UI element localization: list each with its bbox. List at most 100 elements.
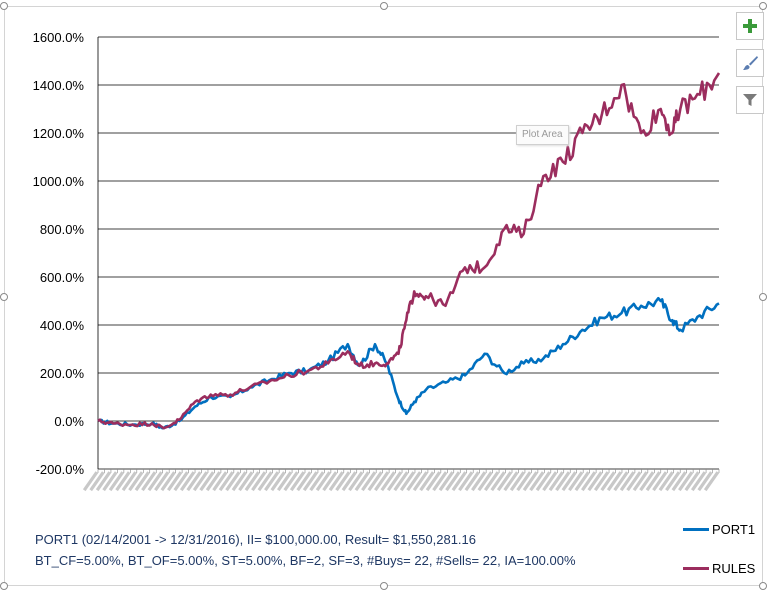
x-tick-label-mark [464,471,480,492]
x-tick-label-mark [309,471,325,492]
resize-handle-top-left[interactable] [0,2,8,10]
x-tick-label-mark [225,471,241,492]
x-axis [82,469,720,492]
legend-label-rules: RULES [712,561,756,576]
backtest-summary: PORT1 (02/14/2001 -> 12/31/2016), II= $1… [35,529,655,571]
x-tick-label-mark [393,471,409,492]
x-tick-label-mark [548,471,564,492]
x-tick-label-mark [179,471,196,492]
summary-line-1: PORT1 (02/14/2001 -> 12/31/2016), II= $1… [35,532,477,547]
x-tick-label-mark [374,471,390,492]
resize-handle-top-right[interactable] [759,2,767,10]
x-tick-label-mark [160,471,176,492]
x-tick-label-mark [458,471,474,492]
x-tick-label-mark [503,471,519,492]
series-line-port1[interactable] [97,296,720,430]
x-tick-label-mark [199,471,215,492]
x-tick-label-mark [535,471,551,492]
y-tick-label: 1600.0% [33,30,85,45]
x-tick-label-mark [412,471,429,492]
x-tick-label-mark [154,471,170,492]
resize-handle-bottom-right[interactable] [759,582,767,590]
resize-handle-bottom-left[interactable] [0,582,8,590]
x-tick-label-mark [108,471,125,492]
resize-handle-middle-right[interactable] [759,293,767,301]
plus-icon [743,19,757,33]
x-tick-label-mark [568,471,584,492]
x-tick-label-mark [451,471,467,492]
y-tick-label: 600.0% [40,270,85,285]
x-tick-label-mark [147,471,163,492]
x-tick-label-mark [270,471,286,492]
x-tick-label-mark [471,471,487,492]
summary-line-2: BT_CF=5.00%, BT_OF=5.00%, ST=5.00%, BF=2… [35,553,576,568]
x-tick-label-mark [128,471,144,492]
x-tick-label-mark [574,471,590,492]
x-tick-label-mark [645,471,661,492]
x-tick-label-mark [328,471,344,492]
x-tick-label-mark [276,471,293,492]
y-tick-label: 800.0% [40,222,85,237]
x-tick-label-mark [167,471,183,492]
x-tick-label-mark [703,471,720,492]
x-tick-label-mark [335,471,351,492]
x-tick-label-mark [425,471,442,492]
resize-handle-bottom-middle[interactable] [380,582,388,590]
x-tick-label-mark [186,471,202,492]
x-tick-label-mark [671,471,687,492]
x-tick-label-mark [690,471,707,492]
legend-swatch-port1 [683,528,709,531]
y-tick-label: -200.0% [36,462,85,477]
add-chart-element-button[interactable] [736,12,764,40]
x-tick-label-mark [516,471,532,492]
x-tick-label-mark [302,471,319,492]
x-tick-label-mark [192,471,209,492]
x-tick-label-mark [348,471,364,492]
plot-area-tooltip: Plot Area [516,125,569,145]
x-tick-label-mark [121,471,137,492]
x-tick-label-mark [134,471,150,492]
legend-item-port1[interactable]: PORT1 [683,522,755,537]
x-tick-label-mark [361,471,377,492]
legend-swatch-rules [683,567,709,570]
x-tick-label-mark [244,471,260,492]
x-tick-label-mark [496,471,513,492]
x-tick-label-mark [684,471,700,492]
x-tick-label-mark [632,471,649,492]
x-tick-label-mark [238,471,254,492]
legend-item-rules[interactable]: RULES [683,561,755,576]
x-tick-label-mark [141,471,157,492]
x-tick-label-mark [483,471,500,492]
x-tick-label-mark [205,471,222,492]
x-tick-label-mark [639,471,655,492]
x-tick-label-mark [561,471,577,492]
x-tick-label-mark [529,471,545,492]
x-tick-label-mark [386,471,403,492]
x-tick-label-mark [283,471,299,492]
series-line-rules[interactable] [97,72,721,430]
x-tick-label-mark [315,471,332,492]
x-tick-label-mark [581,471,597,492]
x-tick-label-mark [212,471,228,492]
chart-filters-button[interactable] [736,86,764,114]
x-tick-label-mark [606,471,623,492]
x-tick-label-mark [296,471,312,492]
x-tick-label-mark [322,471,338,492]
x-tick-label-mark [593,471,610,492]
x-tick-label-mark [406,471,422,492]
x-tick-label-mark [490,471,506,492]
x-tick-label-mark [231,471,247,492]
y-axis: -200.0% 0.0% 200.0% 400.0% 600.0% 800.0% 1000.… [33,30,99,477]
resize-handle-middle-left[interactable] [0,293,8,301]
series-lines[interactable] [97,72,721,430]
x-tick-label-mark [697,471,713,492]
resize-handle-top-middle[interactable] [380,2,388,10]
x-tick-label-mark [419,471,435,492]
chart-styles-button[interactable] [736,49,764,77]
x-tick-label-mark [399,471,416,492]
x-tick-label-mark [102,471,118,492]
x-tick-label-mark [173,471,189,492]
x-tick-label-mark [522,471,539,492]
x-tick-label-mark [251,471,267,492]
